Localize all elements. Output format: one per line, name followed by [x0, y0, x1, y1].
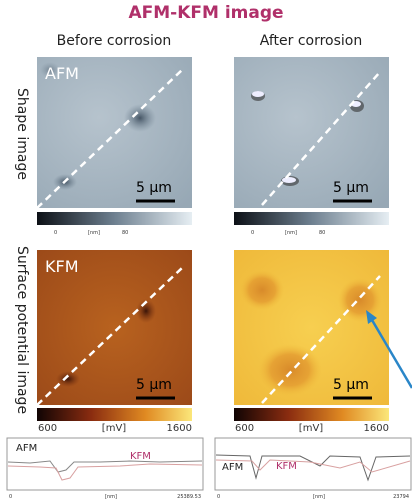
- afm-after-image: 5 µm: [234, 57, 389, 208]
- colorbar-label: 80: [122, 230, 128, 236]
- colorbar: [234, 408, 389, 421]
- row-header: Surface potential image: [14, 246, 30, 414]
- title: AFM-KFM image: [128, 3, 283, 23]
- profile-label: KFM: [130, 451, 151, 462]
- axis-label: [nm]: [313, 494, 325, 500]
- colorbar-label: 600: [235, 423, 254, 434]
- kfm-before-image: KFM 5 µm: [37, 250, 192, 405]
- colorbar: [37, 212, 192, 225]
- profile-label: KFM: [276, 461, 297, 472]
- axis-label: 23794: [393, 494, 409, 500]
- scale-bar-label: 5 µm: [136, 377, 172, 393]
- colorbar-label: [nm]: [285, 230, 297, 236]
- scale-bar-label: 5 µm: [333, 180, 369, 196]
- profile-left: AFM KFM 0 [nm] 25389.53: [7, 438, 203, 500]
- kfm-after-image: 5 µm: [234, 250, 389, 405]
- column-header: After corrosion: [260, 33, 362, 49]
- colorbar-label: 1600: [364, 423, 389, 434]
- panel-label: KFM: [45, 257, 79, 276]
- colorbar: [234, 212, 389, 225]
- figure: AFM-KFM image Before corrosion After cor…: [0, 0, 412, 500]
- colorbar-label: 600: [38, 423, 57, 434]
- axis-label: 0: [217, 494, 220, 500]
- axis-label: [nm]: [105, 494, 117, 500]
- colorbar-label: [mV]: [299, 423, 323, 434]
- row-header: Shape image: [14, 88, 30, 180]
- colorbar-label: 80: [319, 230, 325, 236]
- afm-before-image: AFM 5 µm: [37, 57, 192, 208]
- axis-label: 0: [9, 494, 12, 500]
- page: {"title":"AFM-KFM image", "columns":["Be…: [0, 0, 412, 500]
- profile-right: AFM KFM 0 [nm] 23794: [215, 438, 411, 500]
- colorbar-label: [nm]: [88, 230, 100, 236]
- scale-bar-label: 5 µm: [136, 180, 172, 196]
- colorbar-label: 0: [54, 230, 57, 236]
- colorbar-label: 1600: [167, 423, 192, 434]
- column-header: Before corrosion: [57, 33, 172, 49]
- axis-label: 25389.53: [177, 494, 201, 500]
- colorbar-label: [mV]: [102, 423, 126, 434]
- colorbar-label: 0: [251, 230, 254, 236]
- panel-label: AFM: [45, 64, 79, 83]
- colorbar: [37, 408, 192, 421]
- profile-label: AFM: [222, 462, 243, 473]
- scale-bar-label: 5 µm: [333, 377, 369, 393]
- profile-label: AFM: [16, 443, 37, 454]
